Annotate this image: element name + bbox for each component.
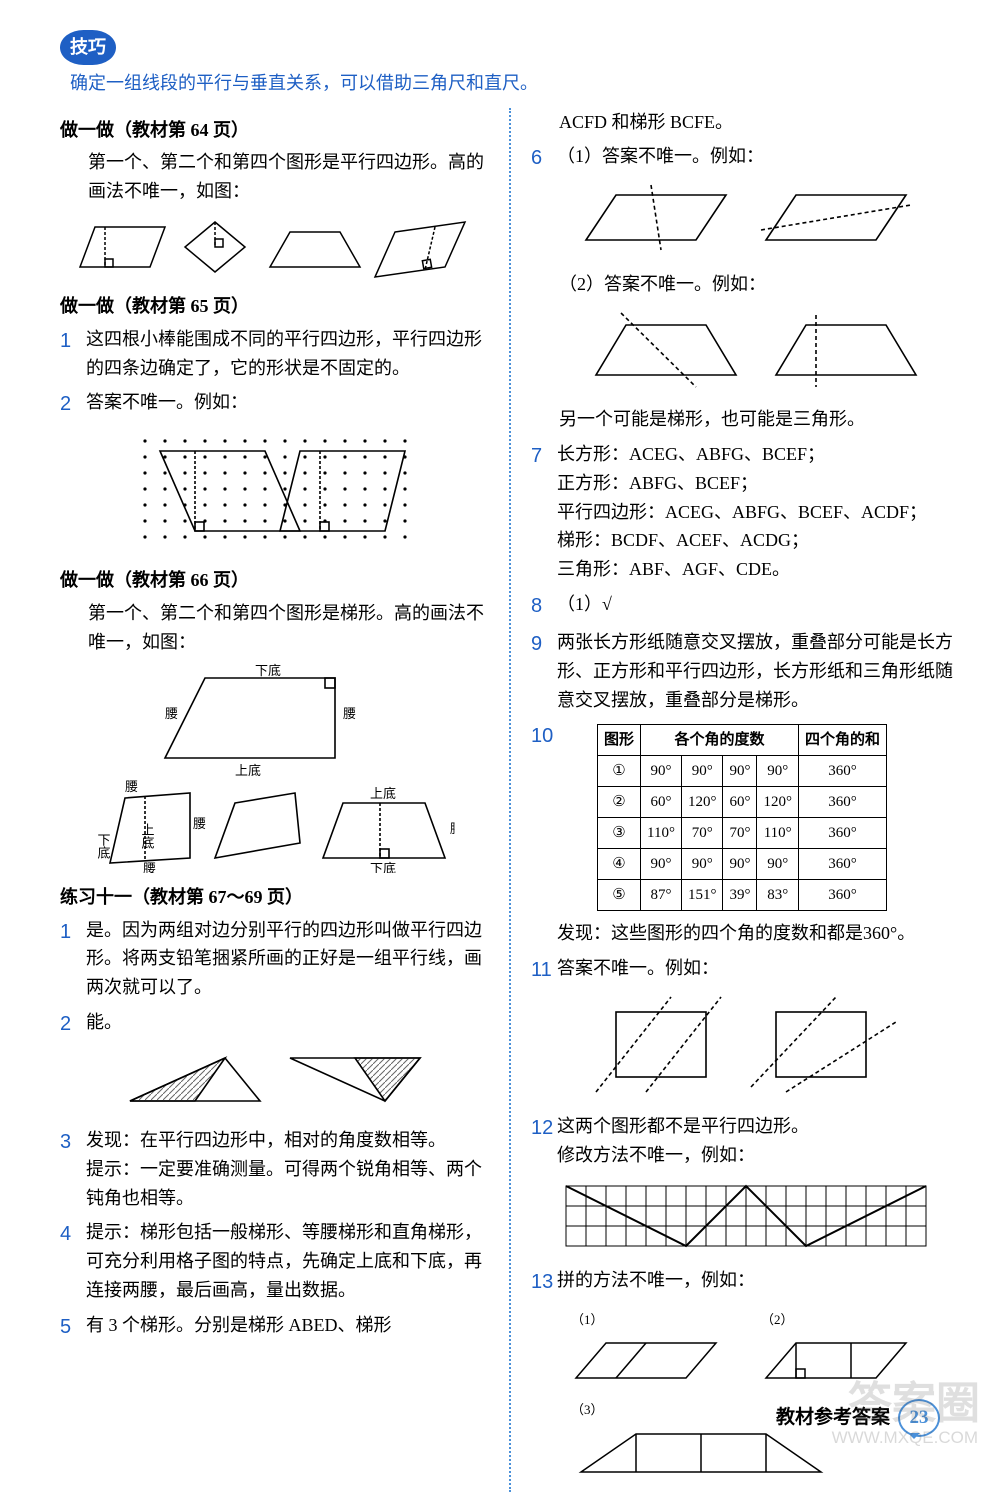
fig-13: （1） （2） （3）: [531, 1304, 960, 1483]
q6a: （1）答案不唯一。例如：: [557, 142, 960, 174]
q-num: 9: [531, 628, 557, 714]
q13-p3: （3）: [571, 1402, 604, 1417]
q-num: 13: [531, 1266, 557, 1298]
q-num: 2: [60, 388, 86, 420]
dot-grid: [143, 440, 406, 539]
label-bottom: 上底: [235, 763, 261, 778]
label-waist2: 腰: [165, 706, 178, 721]
q-num: 10: [531, 720, 557, 948]
ex11-q4: 提示：梯形包括一般梯形、等腰梯形和直角梯形，可充分利用格子图的特点，先确定上底和…: [86, 1218, 489, 1304]
q6b: （2）答案不唯一。例如：: [531, 270, 960, 299]
ex11-q3: 发现：在平行四边形中，相对的角度数相等。 提示：一定要准确测量。可得两个锐角相等…: [86, 1126, 489, 1212]
q13-p1: （1）: [571, 1312, 604, 1327]
section-66-head: 做一做（教材第 66 页）: [60, 566, 489, 595]
ex11-q5: 有 3 个梯形。分别是梯形 ABED、梯形: [86, 1311, 489, 1343]
q10-note: 发现：这些图形的四个角的度数和都是360°。: [557, 919, 960, 948]
q13-p2: （2）: [761, 1312, 794, 1327]
q13: 拼的方法不唯一，例如：: [557, 1266, 960, 1298]
label-top: 下底: [255, 663, 281, 678]
svg-text:上底: 上底: [370, 786, 396, 801]
q-num: 4: [60, 1218, 86, 1304]
fig-65-dots: {"cols":14,"rows":7,"x0":20,"y0":15,"dx"…: [60, 426, 489, 556]
q9: 两张长方形纸随意交叉摆放，重叠部分可能是长方形、正方形和平行四边形，长方形纸和三…: [557, 628, 960, 714]
q-num: 3: [60, 1126, 86, 1212]
svg-text:腰: 腰: [143, 861, 156, 873]
q-num: 1: [60, 325, 86, 383]
right-column: ACFD 和梯形 BCFE。 6 （1）答案不唯一。例如： （2）答案不唯一。例…: [511, 108, 960, 1492]
fig-12: [531, 1176, 960, 1256]
watermark-url: WWW.MXQE.COM: [832, 1424, 978, 1451]
fig-6a: [531, 180, 960, 260]
q-num: 5: [60, 1311, 86, 1343]
svg-text:上底: 上底: [139, 823, 154, 850]
s65-q1: 这四根小棒能围成不同的平行四边形，平行四边形的四条边确定了，它的形状是不固定的。: [86, 325, 489, 383]
fig-6b: [531, 305, 960, 395]
table-row: ②60°120°60°120°360°: [598, 787, 887, 818]
ex11-q1: 是。因为两组对边分别平行的四边形叫做平行四边形。将两支铅笔捆紧所画的正好是一组平…: [86, 916, 489, 1002]
q6c: 另一个可能是梯形，也可能是三角形。: [531, 405, 960, 434]
fig-64: [60, 212, 489, 282]
q-num: 11: [531, 954, 557, 986]
fig-11: [531, 992, 960, 1102]
q11: 答案不唯一。例如：: [557, 954, 960, 986]
ex11-q2: 能。: [86, 1008, 489, 1040]
left-column: 做一做（教材第 64 页） 第一个、第二个和第四个图形是平行四边形。高的画法不唯…: [60, 108, 509, 1492]
section-64-text: 第一个、第二个和第四个图形是平行四边形。高的画法不唯一，如图：: [60, 148, 489, 206]
svg-text:下底: 下底: [370, 861, 396, 873]
fig-ex11-2: [60, 1046, 489, 1116]
th-sum: 四个角的和: [798, 725, 886, 756]
q-num: 7: [531, 440, 557, 584]
fig-66: 下底 腰 腰 上底 腰 腰 下底 上底 腰 上底 腰 下底: [60, 663, 489, 873]
q-num: 6: [531, 142, 557, 174]
tip-text: 确定一组线段的平行与垂直关系，可以借助三角尺和直尺。: [60, 69, 960, 98]
q-num: 2: [60, 1008, 86, 1040]
svg-text:腰: 腰: [125, 779, 138, 794]
th-angles: 各个角的度数: [641, 725, 799, 756]
svg-text:腰: 腰: [193, 816, 206, 831]
table-row: ④90°90°90°90°360°: [598, 849, 887, 880]
section-66-text: 第一个、第二个和第四个图形是梯形。高的画法不唯一，如图：: [60, 599, 489, 657]
section-65-head: 做一做（教材第 65 页）: [60, 292, 489, 321]
q7: 长方形：ACEG、ABFG、BCEF； 正方形：ABFG、BCEF； 平行四边形…: [557, 440, 960, 584]
label-waist: 腰: [343, 706, 356, 721]
th-shape: 图形: [598, 725, 641, 756]
table-row: ⑤87°151°39°83°360°: [598, 880, 887, 911]
q-num: 1: [60, 916, 86, 1002]
s65-q2: 答案不唯一。例如：: [86, 388, 489, 420]
ex11-head: 练习十一（教材第 67～69 页）: [60, 883, 489, 912]
table-row: ①90°90°90°90°360°: [598, 756, 887, 787]
svg-text:腰: 腰: [450, 821, 455, 836]
tip-badge: 技巧: [60, 30, 116, 65]
q5-cont: ACFD 和梯形 BCFE。: [531, 108, 960, 137]
section-64-head: 做一做（教材第 64 页）: [60, 116, 489, 145]
q12a: 这两个图形都不是平行四边形。: [557, 1112, 960, 1141]
svg-text:下底: 下底: [95, 833, 110, 860]
table-row: ③110°70°70°110°360°: [598, 818, 887, 849]
q12b: 修改方法不唯一，例如：: [557, 1141, 960, 1170]
q-num: 12: [531, 1112, 557, 1170]
q-num: 8: [531, 590, 557, 622]
table-10: 图形 各个角的度数 四个角的和 ①90°90°90°90°360°②60°120…: [597, 724, 887, 911]
q8: （1）√: [557, 590, 960, 622]
